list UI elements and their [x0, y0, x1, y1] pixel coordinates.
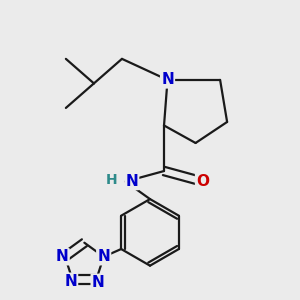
Text: N: N: [64, 274, 77, 289]
Text: N: N: [56, 249, 69, 264]
Text: N: N: [161, 72, 174, 87]
Text: O: O: [196, 174, 209, 189]
Text: H: H: [106, 173, 117, 187]
Text: N: N: [97, 249, 110, 264]
Text: N: N: [125, 174, 138, 189]
Text: N: N: [92, 275, 104, 290]
